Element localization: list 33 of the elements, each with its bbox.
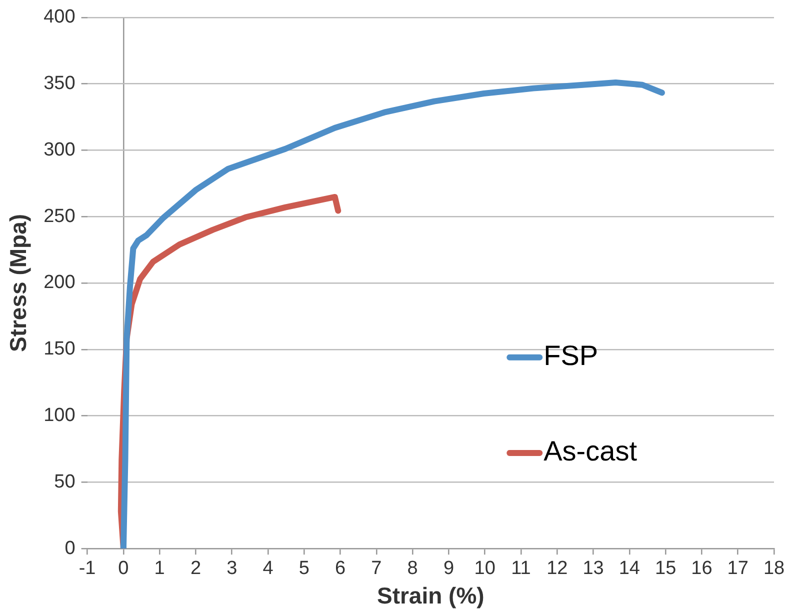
legend-label: FSP xyxy=(544,340,598,372)
x-tick-label: 11 xyxy=(511,558,531,580)
y-tick-label: 50 xyxy=(54,471,76,492)
x-tick-label: 6 xyxy=(335,558,346,580)
x-tick-label: 2 xyxy=(190,558,202,580)
x-tick-label: 10 xyxy=(474,558,496,580)
x-tick-label: 7 xyxy=(371,558,382,580)
x-tick-label: 12 xyxy=(546,558,568,580)
x-axis-title: Strain (%) xyxy=(376,582,484,609)
y-tick-label: 300 xyxy=(44,139,76,160)
y-tick-label: 200 xyxy=(44,272,76,294)
x-tick-label: 1 xyxy=(154,558,165,580)
x-tick-label: 8 xyxy=(407,558,418,580)
y-tick-label: 150 xyxy=(44,338,76,360)
x-tick-label: 13 xyxy=(582,558,604,580)
y-tick-label: 100 xyxy=(44,405,76,426)
x-tick-label: 0 xyxy=(118,558,129,580)
y-tick-label: 400 xyxy=(44,6,76,28)
x-tick-label: 9 xyxy=(443,558,454,580)
x-tick-label: 16 xyxy=(691,558,712,580)
x-tick-label: 18 xyxy=(763,558,785,580)
x-tick-label: 5 xyxy=(298,558,310,580)
y-tick-label: 0 xyxy=(64,538,76,559)
x-tick-label: 3 xyxy=(226,558,238,580)
x-tick-label: 17 xyxy=(727,558,748,580)
x-tick-label: 4 xyxy=(262,558,274,580)
y-axis-title: Stress (Mpa) xyxy=(5,214,32,352)
x-tick-label: 15 xyxy=(655,558,676,580)
y-tick-label: 250 xyxy=(44,206,76,227)
x-tick-label: -1 xyxy=(78,558,96,580)
legend-label: As-cast xyxy=(544,436,638,467)
x-tick-label: 14 xyxy=(618,558,640,580)
y-tick-label: 350 xyxy=(44,73,76,94)
